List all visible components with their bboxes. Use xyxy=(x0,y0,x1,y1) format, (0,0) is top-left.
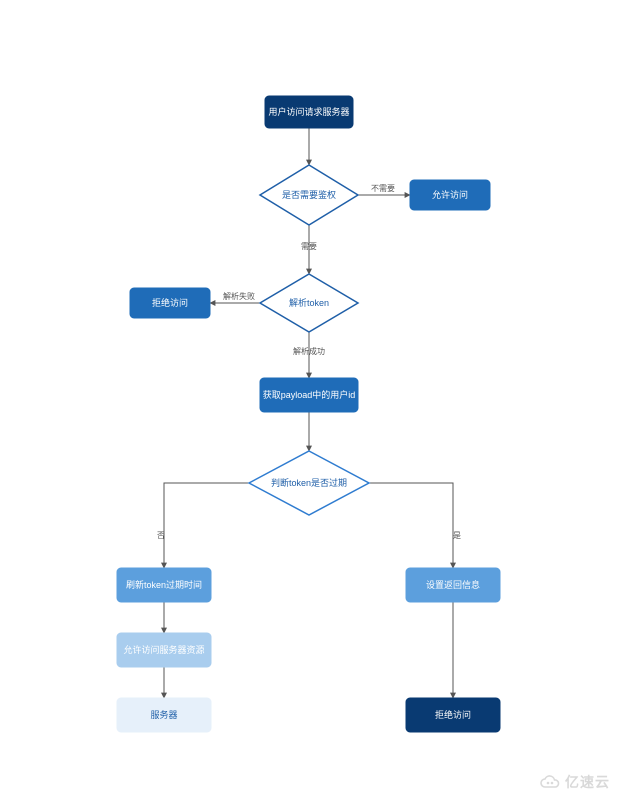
node-n1: 用户访问请求服务器 xyxy=(265,96,353,128)
node-label: 用户访问请求服务器 xyxy=(268,106,349,117)
node-n2: 是否需要鉴权 xyxy=(260,165,358,225)
node-n11: 服务器 xyxy=(117,698,211,732)
node-label: 刷新token过期时间 xyxy=(126,579,202,590)
node-n4: 拒绝访问 xyxy=(130,288,210,318)
node-label: 允许访问服务器资源 xyxy=(123,644,204,655)
edge-label: 解析失败 xyxy=(223,291,255,301)
edge-label: 否 xyxy=(157,531,165,540)
edge-label: 不需要 xyxy=(371,184,395,193)
node-label: 拒绝访问 xyxy=(435,709,471,720)
cloud-icon xyxy=(539,774,561,790)
edge xyxy=(164,483,249,568)
node-n6: 获取payload中的用户id xyxy=(260,378,358,412)
node-n8: 刷新token过期时间 xyxy=(117,568,211,602)
flowchart: 不需要需要解析失败解析成功否 是 用户访问请求服务器是否需要鉴权 允许访问解析toke… xyxy=(0,0,618,800)
node-label: 允许访问 xyxy=(432,189,468,200)
node-label: 设置返回信息 xyxy=(426,579,480,590)
node-n5: 解析token xyxy=(260,274,358,332)
watermark-text: 亿速云 xyxy=(565,772,610,792)
watermark: 亿速云 xyxy=(539,772,610,792)
node-label: 判断token是否过期 xyxy=(271,477,347,488)
node-n7: 判断token是否过期 xyxy=(249,451,369,515)
node-label: 拒绝访问 xyxy=(152,297,188,308)
node-label: 服务器 xyxy=(150,709,177,720)
node-label: 是否需要鉴权 xyxy=(282,189,336,200)
node-n9: 设置返回信息 xyxy=(406,568,500,602)
node-n3: 允许访问 xyxy=(410,180,490,210)
edge-label: 是 xyxy=(453,531,461,540)
edge-label: 解析成功 xyxy=(293,346,325,356)
edge-label: 需要 xyxy=(301,242,317,251)
node-label: 获取payload中的用户id xyxy=(263,389,356,400)
edge xyxy=(369,483,453,568)
node-n12: 拒绝访问 xyxy=(406,698,500,732)
node-label: 解析token xyxy=(289,297,329,308)
node-n10: 允许访问服务器资源 xyxy=(117,633,211,667)
